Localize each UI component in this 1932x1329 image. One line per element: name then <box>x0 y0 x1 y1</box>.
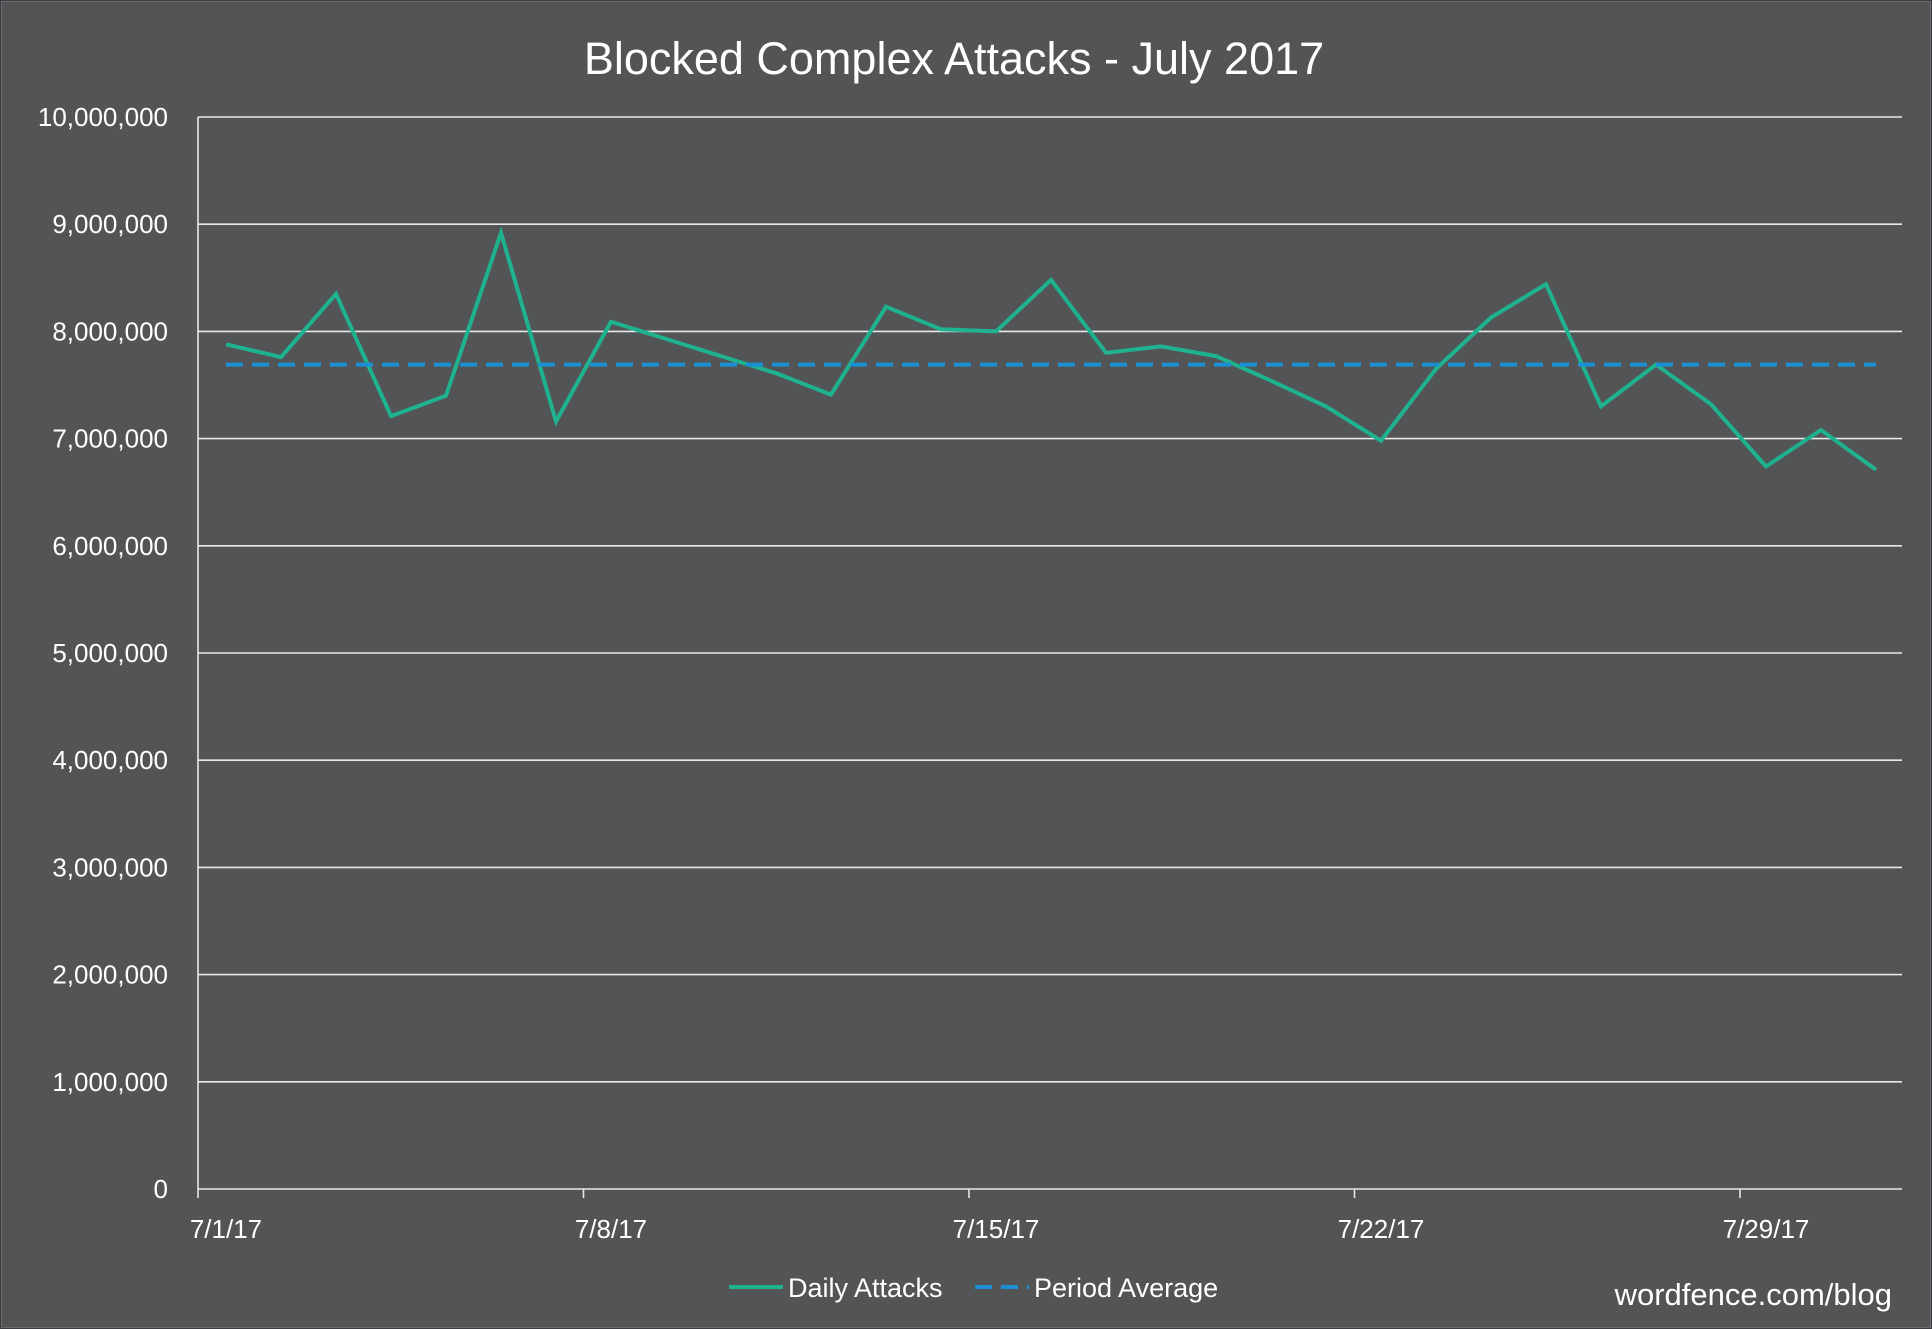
gridlines <box>197 116 1902 1198</box>
y-tick-label-8: 8,000,000 <box>52 316 168 346</box>
x-tick-label-0: 7/1/17 <box>190 1214 262 1244</box>
y-tick-label-9: 9,000,000 <box>52 209 168 239</box>
y-tick-label-1: 1,000,000 <box>52 1067 168 1097</box>
x-tick-label-3: 7/22/17 <box>1338 1214 1425 1244</box>
y-tick-label-5: 5,000,000 <box>52 638 168 668</box>
x-axis-tick-labels: 7/1/17 7/8/17 7/15/17 7/22/17 7/29/17 <box>190 1214 1810 1244</box>
x-tick-label-1: 7/8/17 <box>575 1214 647 1244</box>
chart-title: Blocked Complex Attacks - July 2017 <box>584 33 1324 84</box>
legend-label-period-average: Period Average <box>1034 1273 1218 1303</box>
x-tick-label-2: 7/15/17 <box>953 1214 1040 1244</box>
watermark-text: wordfence.com/blog <box>1614 1277 1892 1312</box>
y-tick-label-2: 2,000,000 <box>52 960 168 990</box>
y-tick-label-6: 6,000,000 <box>52 531 168 561</box>
y-tick-label-10: 10,000,000 <box>38 102 168 132</box>
y-tick-label-3: 3,000,000 <box>52 852 168 882</box>
legend-label-daily-attacks: Daily Attacks <box>788 1273 943 1303</box>
y-tick-label-7: 7,000,000 <box>52 424 168 454</box>
x-tick-label-4: 7/29/17 <box>1723 1214 1810 1244</box>
series-lines <box>225 226 1878 472</box>
series-line-daily-attacks <box>225 226 1878 472</box>
y-tick-label-0: 0 <box>154 1174 168 1204</box>
y-tick-label-4: 4,000,000 <box>52 745 168 775</box>
legend: Daily Attacks Period Average <box>729 1273 1218 1303</box>
y-axis-tick-labels: 0 1,000,000 2,000,000 3,000,000 4,000,000 5,0… <box>38 102 168 1204</box>
